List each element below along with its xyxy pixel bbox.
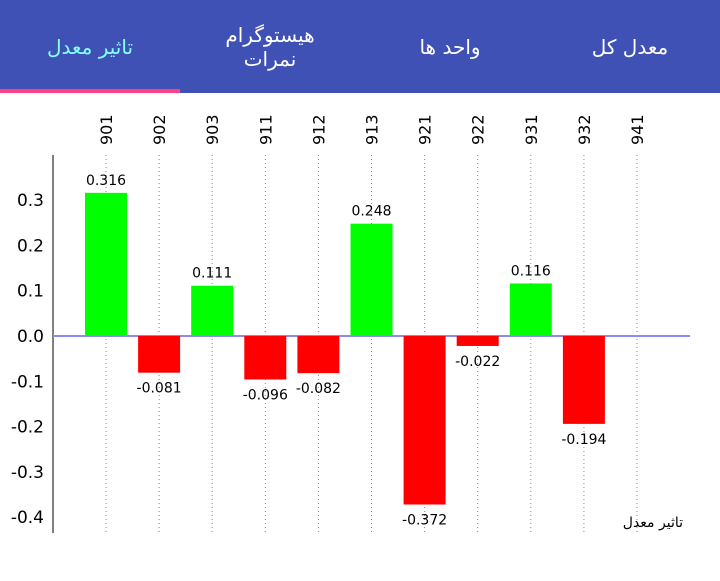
bar-value-label: -0.081: [137, 381, 182, 397]
x-tick-label: 911: [256, 114, 275, 145]
bar: [85, 192, 127, 336]
y-tick-label: 0.2: [17, 236, 44, 256]
y-tick-label: -0.3: [11, 463, 44, 483]
y-tick-label: -0.1: [11, 372, 44, 392]
y-tick-label: -0.4: [11, 508, 44, 528]
y-tick-label: 0.3: [17, 191, 44, 211]
x-tick-label: 912: [309, 114, 328, 145]
gpa-impact-chart: 901 0.316 902 -0.081 903 0.111 911 -0.096 912 -0.…: [11, 114, 690, 533]
bar: [244, 336, 287, 380]
y-tick-label: -0.2: [11, 418, 44, 438]
x-tick-label: 902: [150, 114, 169, 145]
bar-value-label: 0.316: [86, 173, 126, 189]
bar-value-label: 0.248: [351, 204, 391, 220]
tab-indicator: [0, 89, 180, 93]
bar: [191, 285, 234, 336]
y-tick-label: 0.0: [17, 327, 44, 347]
tab-units[interactable]: واحد ها: [360, 0, 540, 93]
x-tick-label: 903: [203, 114, 222, 145]
x-tick-label: 913: [363, 114, 382, 145]
legend-label: تاثیر معدل: [623, 515, 683, 531]
x-tick-label: 921: [416, 114, 435, 145]
x-tick-label: 922: [469, 114, 488, 145]
tab-total-gpa[interactable]: معدل کل: [540, 0, 720, 93]
bar: [456, 336, 499, 346]
tab-gpa-impact[interactable]: تاثیر معدل: [0, 0, 180, 93]
bar: [403, 336, 446, 505]
x-tick-label: 931: [522, 114, 541, 145]
bar-value-label: -0.096: [243, 387, 288, 403]
labels: 901 0.316 902 -0.081 903 0.111 911 -0.096 912 -0.…: [11, 114, 647, 528]
bar: [509, 283, 552, 336]
bar: [297, 336, 340, 374]
bar-value-label: -0.194: [561, 432, 606, 448]
bar: [350, 223, 393, 336]
tab-label: معدل کل: [591, 34, 669, 59]
tab-bar: تاثیر معدل هیستوگرام نمرات واحد ها معدل …: [0, 0, 720, 93]
bar-value-label: -0.082: [296, 381, 341, 397]
bar: [138, 336, 181, 373]
bar-value-label: -0.022: [455, 354, 500, 370]
x-tick-label: 932: [575, 114, 594, 145]
bar-value-label: 0.111: [192, 266, 232, 282]
bar-value-label: 0.116: [511, 263, 551, 279]
tab-label: واحد ها: [419, 34, 481, 59]
bar-value-label: -0.372: [402, 513, 447, 529]
bar: [562, 336, 605, 424]
x-tick-label: 901: [97, 114, 116, 145]
y-tick-label: 0.1: [17, 282, 44, 302]
bars: [85, 192, 605, 505]
x-tick-label: 941: [628, 114, 647, 145]
tab-grade-histogram[interactable]: هیستوگرام نمرات: [180, 0, 360, 93]
tab-label: تاثیر معدل: [46, 34, 134, 59]
tab-label: هیستوگرام نمرات: [225, 22, 315, 71]
